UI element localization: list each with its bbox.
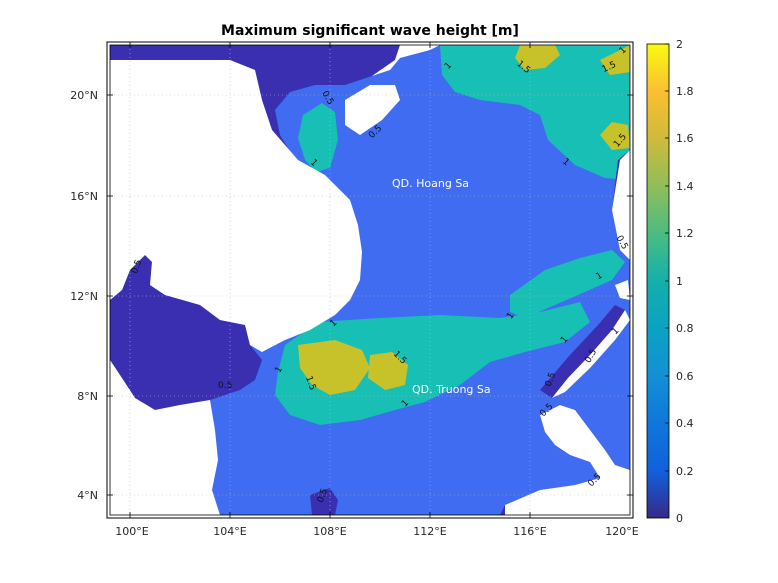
contour-label-1: 1 (610, 326, 621, 337)
contour-label-1.5: 1.5 (303, 375, 317, 392)
wave-band-1-1.5-central (275, 302, 590, 425)
contour-label-1: 1 (273, 365, 285, 375)
frame-ticks (107, 42, 633, 518)
colorbar-labels: 2 1.8 1.6 1.4 1.2 1 0.8 0.6 0.4 0.2 0 (676, 38, 694, 525)
contour-label-0.5: 0.5 (316, 487, 330, 504)
colorbar-tick-label: 1.6 (676, 132, 694, 145)
map-frame-inner (109, 44, 631, 516)
colorbar-tick-label: 2 (676, 38, 683, 51)
wave-band-1.5-2-east (600, 122, 630, 150)
wave-band-0-0.5-north (110, 45, 400, 160)
map-frame (106, 41, 634, 519)
land-palawan (552, 310, 630, 398)
place-label-truong-sa: QD. Truong Sa (412, 383, 491, 396)
x-tick-label: 116°E (513, 525, 546, 538)
y-tick-label: 16°N (70, 190, 98, 203)
place-label-hoang-sa: QD. Hoang Sa (392, 177, 469, 190)
x-axis-labels: 100°E 104°E 108°E 112°E 116°E 120°E (115, 525, 638, 538)
contour-label-1: 1 (328, 318, 339, 329)
contour-label-1: 1 (595, 271, 605, 283)
map-area (110, 45, 630, 515)
colorbar-tick-label: 0.6 (676, 370, 694, 383)
y-tick-label: 8°N (77, 390, 98, 403)
wave-band-1-1.5-east (510, 250, 625, 318)
colorbar-tick-label: 0.4 (676, 417, 694, 430)
contour-label-1: 1 (618, 45, 629, 56)
contour-label-1: 1 (308, 158, 319, 169)
map-grid (110, 45, 630, 515)
wave-band-1.5-2-south-east (368, 352, 408, 390)
contour-labels: 0.5 0.5 1 1 1.5 1.5 1 1.5 1 0.5 1 1 1 0.… (130, 45, 629, 504)
wave-band-1-1.5-northeast (440, 45, 630, 180)
colorbar-tick-label: 0.8 (676, 322, 694, 335)
colorbar-tick-label: 1.2 (676, 227, 694, 240)
land-mindoro (615, 280, 630, 300)
y-tick-label: 20°N (70, 89, 98, 102)
colorbar-tick-label: 0 (676, 512, 683, 525)
land-borneo (505, 405, 630, 515)
colorbar-tick-label: 1.4 (676, 180, 694, 193)
wave-band-1.5-2-corner (600, 45, 630, 75)
y-axis-labels: 20°N 16°N 12°N 8°N 4°N (70, 89, 98, 502)
contour-label-1: 1 (400, 398, 411, 409)
contour-label-1: 1 (443, 61, 454, 72)
x-tick-label: 120°E (605, 525, 638, 538)
land-south-china (372, 45, 440, 76)
land-indochina (110, 45, 362, 352)
land-malay-peninsula (110, 360, 220, 515)
contour-label-0.5: 0.5 (130, 258, 144, 275)
x-tick-label: 108°E (313, 525, 346, 538)
x-tick-label: 100°E (115, 525, 148, 538)
colorbar-tick-label: 1 (676, 275, 683, 288)
wave-band-1.5-2-top (515, 45, 560, 70)
colorbar-tick-label: 0.2 (676, 465, 694, 478)
wave-band-0-0.5-palawan (540, 305, 625, 398)
x-tick-label: 112°E (413, 525, 446, 538)
y-tick-label: 12°N (70, 290, 98, 303)
wave-band-1-1.5-tonkin (298, 103, 338, 172)
colorbar-ticks (665, 43, 669, 472)
colorbar-tick-label: 1.8 (676, 85, 694, 98)
land-philippines (612, 150, 630, 260)
contour-label-1: 1 (560, 157, 571, 168)
contour-label-1: 1 (559, 335, 570, 346)
wave-band-1.5-2-south-west (298, 340, 370, 395)
x-tick-label: 104°E (213, 525, 246, 538)
contour-label-0.5: 0.5 (218, 381, 232, 391)
contour-label-0.5: 0.5 (544, 371, 558, 388)
map-title: Maximum significant wave height [m] (221, 23, 519, 39)
y-tick-label: 4°N (77, 489, 98, 502)
land-hainan (345, 85, 400, 135)
wave-band-0-0.5-southwest (110, 255, 262, 410)
contour-label-1: 1 (505, 311, 516, 321)
